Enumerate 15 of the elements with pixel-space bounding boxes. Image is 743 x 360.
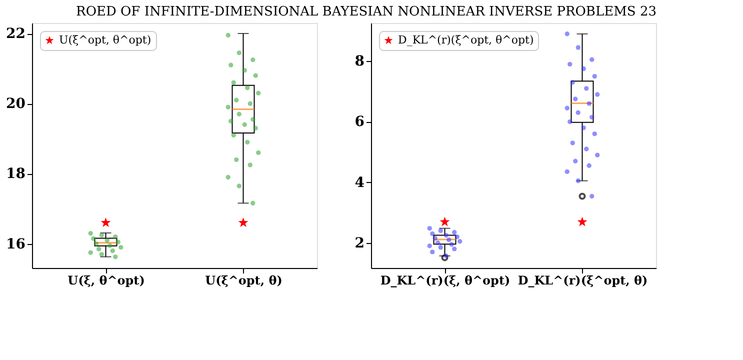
y-tick-label: 18 — [6, 166, 26, 182]
y-tick-label: 8 — [354, 54, 364, 70]
x-tick-label: U(ξ, θ^opt) — [68, 274, 145, 288]
y-tick-label: 16 — [6, 236, 26, 252]
y-tick-label: 6 — [354, 114, 364, 130]
y-tick-label: 22 — [6, 26, 26, 42]
x-tick-label: D_KL^(r)(ξ, θ^opt) — [380, 274, 510, 288]
text: ROED OF INFINITE-DIMENSIONAL BAYESIAN NONLINEAR INVERSE PROBLEMS 23 — [76, 4, 656, 20]
x-tick-label: U(ξ^opt, θ) — [205, 274, 282, 288]
legend-label: U(ξ^opt, θ^opt) — [59, 34, 152, 46]
y-tick-label: 4 — [354, 174, 365, 191]
x-tick-label: D_KL^(r)(ξ^opt, θ) — [518, 274, 648, 288]
y-tick-label: 2 — [354, 235, 364, 252]
y-tick-label: 20 — [6, 96, 26, 112]
legend-label: D_KL^(r)(ξ^opt, θ^opt) — [398, 34, 534, 46]
